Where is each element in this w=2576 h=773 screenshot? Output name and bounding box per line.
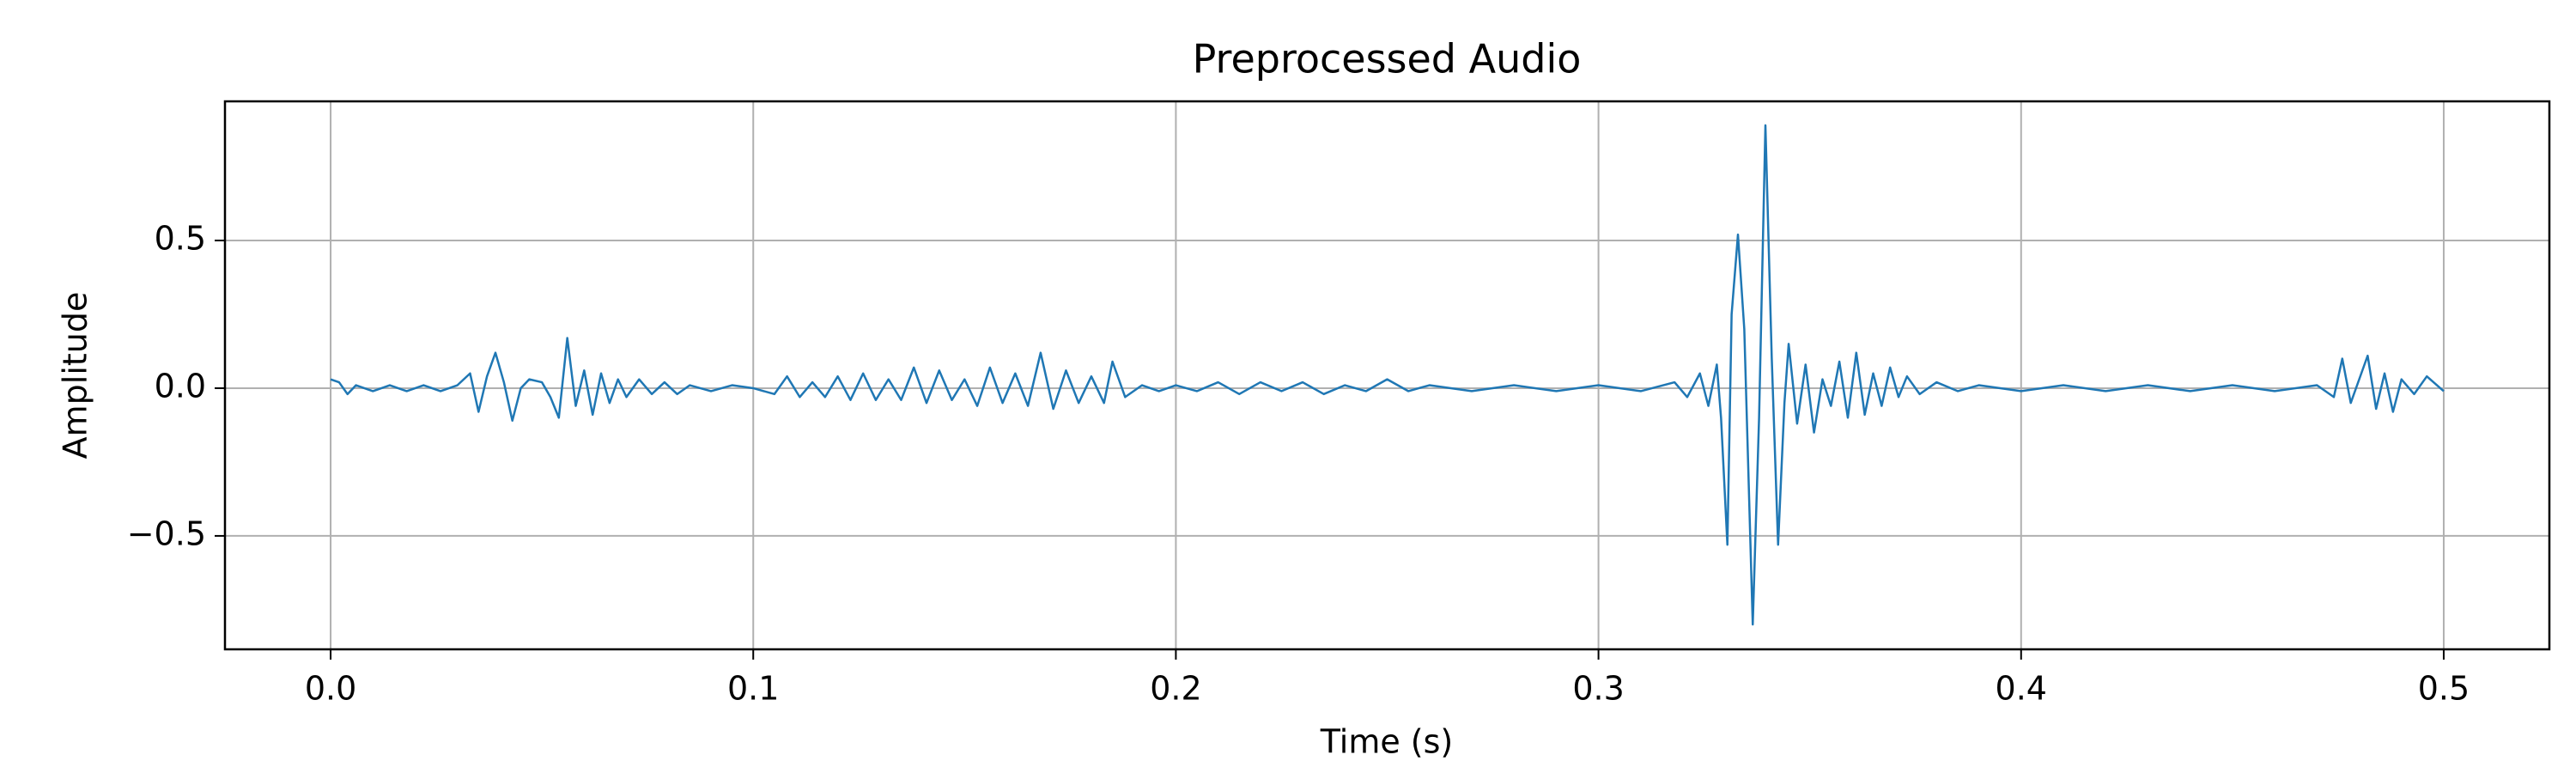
waveform-line — [330, 124, 2445, 626]
x-axis-label: Time (s) — [1320, 723, 1454, 761]
y-tick-label: −0.5 — [127, 514, 206, 552]
x-tick-label: 0.1 — [727, 670, 779, 708]
plot-frame — [223, 100, 2551, 651]
y-axis-label: Amplitude — [57, 292, 94, 460]
y-tick-label: 0.0 — [155, 367, 206, 405]
x-tick-label: 0.2 — [1150, 670, 1201, 708]
x-tick-label: 0.0 — [305, 670, 356, 708]
chart-title: Preprocessed Audio — [1193, 36, 1582, 82]
x-tick-label: 0.3 — [1572, 670, 1624, 708]
x-tick-label: 0.5 — [2418, 670, 2470, 708]
x-tick-label: 0.4 — [1996, 670, 2047, 708]
y-tick-label: 0.5 — [155, 219, 206, 257]
